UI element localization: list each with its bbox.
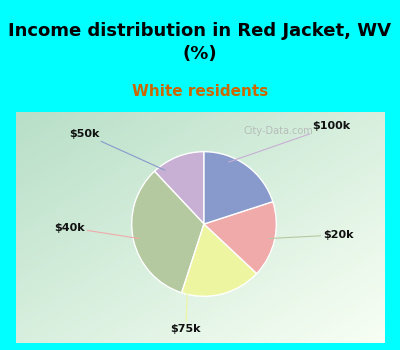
Text: $40k: $40k — [54, 223, 139, 238]
Wedge shape — [204, 152, 273, 224]
Text: City-Data.com: City-Data.com — [244, 126, 314, 136]
Wedge shape — [132, 171, 204, 293]
Text: White residents: White residents — [132, 84, 268, 99]
Text: $75k: $75k — [171, 288, 201, 334]
Text: Income distribution in Red Jacket, WV
(%): Income distribution in Red Jacket, WV (%… — [8, 22, 392, 63]
Text: $20k: $20k — [269, 230, 354, 240]
Text: $100k: $100k — [228, 121, 351, 162]
Wedge shape — [204, 202, 276, 273]
Wedge shape — [154, 152, 204, 224]
Wedge shape — [182, 224, 257, 296]
Text: $50k: $50k — [69, 128, 165, 170]
